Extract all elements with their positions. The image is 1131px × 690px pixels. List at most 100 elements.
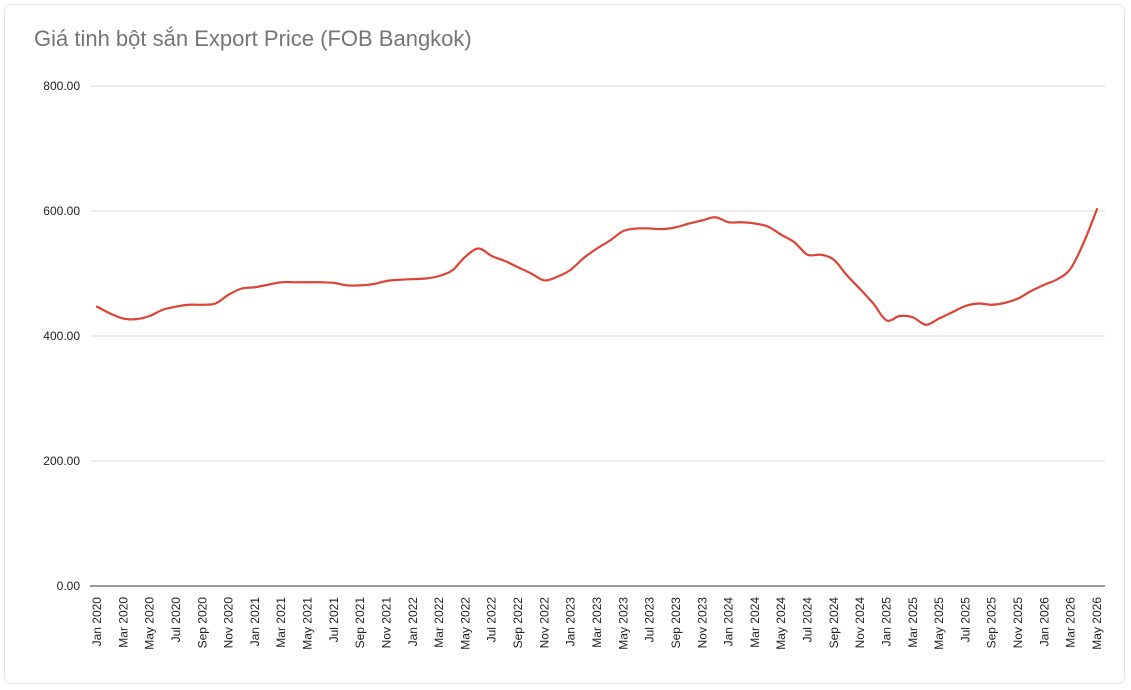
data-point <box>858 287 862 291</box>
y-axis-ticks: 0.00 200.00 400.00 600.00 800.00 <box>43 79 80 593</box>
data-point <box>398 278 402 282</box>
y-tick-label: 0.00 <box>57 579 81 593</box>
x-tick-label: Jan 2024 <box>722 597 736 647</box>
data-point <box>871 302 875 306</box>
data-point <box>569 268 573 272</box>
data-point <box>371 282 375 286</box>
data-point <box>845 273 849 277</box>
data-point <box>648 227 652 231</box>
x-tick-label: Sep 2024 <box>827 597 841 649</box>
x-tick-label: May 2023 <box>616 597 630 650</box>
data-point <box>832 258 836 262</box>
data-point <box>266 283 270 287</box>
x-tick-label: Nov 2024 <box>853 597 867 649</box>
x-tick-label: Mar 2020 <box>116 597 130 648</box>
data-point <box>1095 207 1099 211</box>
x-tick-label: Sep 2025 <box>985 597 999 649</box>
x-tick-label: Sep 2022 <box>511 597 525 649</box>
data-point <box>345 283 349 287</box>
x-tick-label: Jul 2023 <box>643 597 657 643</box>
x-tick-label: Nov 2025 <box>1011 597 1025 649</box>
data-point <box>740 220 744 224</box>
data-point <box>279 280 283 284</box>
data-point <box>542 278 546 282</box>
chart-frame <box>4 4 1125 684</box>
data-point <box>766 225 770 229</box>
x-tick-label: Jul 2025 <box>958 597 972 643</box>
data-point <box>819 253 823 257</box>
x-tick-label: May 2020 <box>143 597 157 650</box>
x-tick-label: Nov 2022 <box>537 597 551 649</box>
x-tick-label: Jul 2024 <box>801 597 815 643</box>
data-point <box>1069 267 1073 271</box>
x-tick-label: Jan 2021 <box>248 597 262 647</box>
y-tick-label: 400.00 <box>43 329 80 343</box>
x-tick-label: May 2022 <box>458 597 472 650</box>
x-tick-label: Mar 2026 <box>1064 597 1078 648</box>
data-point <box>924 323 928 327</box>
data-point <box>200 303 204 307</box>
data-point <box>95 305 99 309</box>
data-point <box>753 222 757 226</box>
x-tick-label: Nov 2021 <box>379 597 393 649</box>
x-axis-ticks: Jan 2020 Mar 2020 May 2020 Jul 2020 Sep 2020… <box>90 597 1104 650</box>
data-point <box>990 303 994 307</box>
data-point <box>608 238 612 242</box>
series-layer <box>95 207 1099 327</box>
data-point <box>977 302 981 306</box>
grid-lines <box>90 85 1105 462</box>
data-point <box>911 315 915 319</box>
x-tick-label: Jan 2020 <box>90 597 104 647</box>
data-point <box>437 274 441 278</box>
x-tick-label: Nov 2020 <box>222 597 236 649</box>
x-tick-label: Jan 2025 <box>879 597 893 647</box>
x-tick-label: Mar 2021 <box>274 597 288 648</box>
data-point <box>516 265 520 269</box>
data-point <box>240 287 244 291</box>
x-tick-label: Jul 2021 <box>327 597 341 643</box>
x-tick-label: Sep 2020 <box>195 597 209 649</box>
data-point <box>319 280 323 284</box>
data-point <box>227 293 231 297</box>
data-point <box>384 279 388 283</box>
data-point <box>950 310 954 314</box>
data-point <box>582 256 586 260</box>
x-tick-label: Nov 2023 <box>695 597 709 649</box>
data-point <box>358 283 362 287</box>
x-tick-label: May 2024 <box>774 597 788 650</box>
x-tick-label: Mar 2022 <box>432 597 446 648</box>
data-point <box>884 318 888 322</box>
chart-title: Giá tinh bột sắn Export Price (FOB Bangk… <box>34 26 472 51</box>
x-tick-label: May 2025 <box>932 597 946 650</box>
x-tick-label: Mar 2024 <box>748 597 762 648</box>
data-point <box>450 268 454 272</box>
y-tick-label: 200.00 <box>43 454 80 468</box>
data-point <box>937 317 941 321</box>
data-point <box>1056 277 1060 281</box>
series-line <box>95 208 1099 326</box>
data-point <box>187 303 191 307</box>
data-point <box>503 259 507 263</box>
data-point <box>898 314 902 318</box>
data-point <box>634 227 638 231</box>
x-tick-label: Jan 2026 <box>1037 597 1051 647</box>
data-point <box>687 222 691 226</box>
data-point <box>463 255 467 259</box>
data-point <box>792 240 796 244</box>
data-point <box>529 272 533 276</box>
x-tick-label: May 2021 <box>301 597 315 650</box>
data-point <box>595 247 599 251</box>
data-point <box>134 317 138 321</box>
x-tick-label: Sep 2021 <box>353 597 367 649</box>
x-tick-label: May 2026 <box>1090 597 1104 650</box>
data-point <box>621 229 625 233</box>
data-point <box>253 285 257 289</box>
data-point <box>556 275 560 279</box>
data-point <box>779 233 783 237</box>
data-point <box>674 225 678 229</box>
data-point <box>490 254 494 258</box>
data-point <box>174 305 178 309</box>
y-tick-label: 600.00 <box>43 204 80 218</box>
data-point <box>108 312 112 316</box>
